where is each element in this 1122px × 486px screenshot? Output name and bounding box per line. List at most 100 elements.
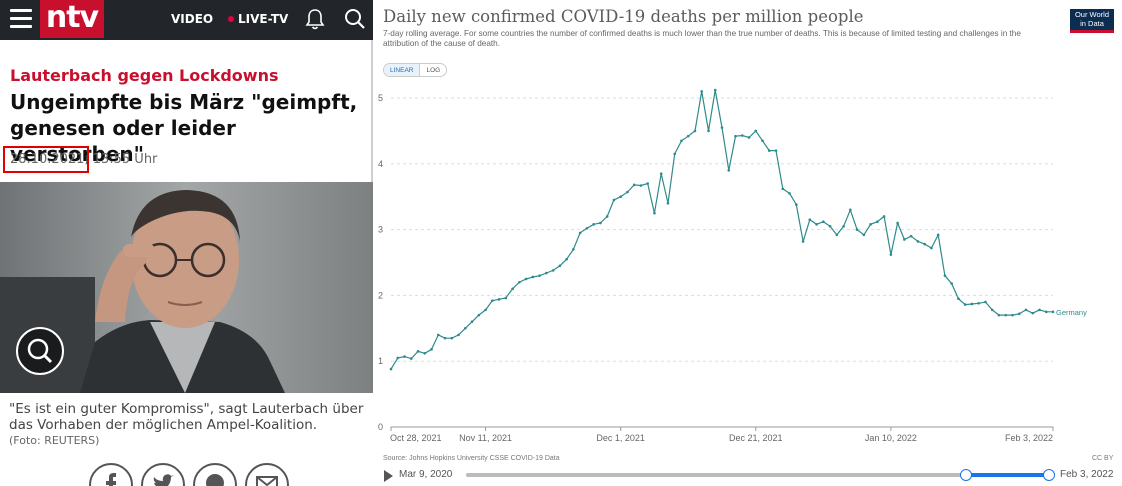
data-point xyxy=(916,240,920,243)
news-panel: ntv VIDEO LIVE-TV Lauterbach gegen Lockd… xyxy=(0,0,373,486)
ntv-logo[interactable]: ntv xyxy=(40,0,104,38)
photo-credit: (Foto: REUTERS) xyxy=(9,434,100,447)
data-point xyxy=(396,356,400,360)
data-point xyxy=(788,192,791,195)
data-point xyxy=(930,246,933,250)
play-button[interactable] xyxy=(384,470,393,482)
data-point xyxy=(734,134,737,138)
ntv-header: ntv VIDEO LIVE-TV xyxy=(0,0,373,40)
share-facebook-button[interactable] xyxy=(89,463,133,486)
data-point xyxy=(855,228,859,231)
data-point xyxy=(423,352,427,355)
chart-license[interactable]: CC BY xyxy=(1092,455,1114,462)
data-point xyxy=(882,215,886,218)
data-point xyxy=(828,225,832,228)
data-point xyxy=(436,333,440,337)
data-point xyxy=(416,350,420,353)
timeline-end-label: Feb 3, 2022 xyxy=(1060,469,1114,480)
log-scale-button[interactable]: LOG xyxy=(426,67,441,74)
email-icon xyxy=(256,476,278,486)
data-point xyxy=(619,195,622,198)
data-point xyxy=(686,134,690,138)
data-point xyxy=(727,169,731,172)
owid-logo[interactable]: Our World in Data xyxy=(1070,9,1114,33)
menu-icon[interactable] xyxy=(10,9,32,29)
search-icon[interactable] xyxy=(344,8,366,30)
share-email-button[interactable] xyxy=(245,463,289,486)
data-point xyxy=(511,287,514,291)
data-point xyxy=(565,257,568,261)
timeline-track[interactable] xyxy=(466,473,1050,477)
data-point xyxy=(835,233,839,237)
data-point xyxy=(504,296,508,300)
y-axis-ticks: 0 1 2 3 4 5 xyxy=(378,93,383,432)
owid-logo-line1: Our World xyxy=(1074,10,1110,19)
chart-source[interactable]: Source: Johns Hopkins University CSSE CO… xyxy=(383,455,560,462)
data-point xyxy=(869,223,872,226)
data-point xyxy=(761,139,764,143)
zoom-button[interactable] xyxy=(16,327,64,375)
data-point xyxy=(639,184,643,187)
data-point xyxy=(443,336,447,340)
data-point xyxy=(822,220,825,224)
timeline-end-handle[interactable] xyxy=(1043,469,1055,481)
bell-icon[interactable] xyxy=(305,8,325,30)
data-point xyxy=(713,88,717,92)
timeline-selected-range[interactable] xyxy=(967,473,1049,477)
data-point xyxy=(653,211,656,215)
data-point xyxy=(808,218,812,222)
article-dateline: 28.10.2021, 13:55 Uhr xyxy=(10,152,157,167)
data-point xyxy=(862,233,866,237)
linear-scale-button[interactable]: LINEAR xyxy=(384,64,421,76)
data-point xyxy=(464,327,467,330)
data-point xyxy=(923,242,926,246)
line-chart[interactable]: 0 1 2 3 4 5 Oct 28, 2021 Nov 11, 2021 Dec 1, 20… xyxy=(373,80,1122,450)
nav-live-tv[interactable]: LIVE-TV xyxy=(228,12,288,26)
data-point xyxy=(740,134,744,137)
data-point xyxy=(801,240,805,243)
nav-video[interactable]: VIDEO xyxy=(171,12,214,26)
data-point xyxy=(605,215,609,218)
live-dot-icon xyxy=(228,16,234,22)
data-point xyxy=(558,264,562,268)
data-point xyxy=(990,308,994,312)
data-point xyxy=(1017,312,1021,316)
data-point xyxy=(430,348,433,351)
data-point xyxy=(545,271,548,275)
data-point xyxy=(842,225,845,228)
y-tick-label: 1 xyxy=(378,356,383,366)
data-point xyxy=(997,313,1001,317)
data-point xyxy=(720,126,724,129)
x-tick-label: Jan 10, 2022 xyxy=(865,433,917,443)
data-point xyxy=(572,248,575,251)
data-point xyxy=(963,303,967,306)
data-point xyxy=(680,139,683,143)
data-point xyxy=(1031,311,1035,315)
data-point xyxy=(1004,313,1008,317)
data-point xyxy=(659,172,663,175)
data-point xyxy=(409,357,413,360)
y-tick-label: 4 xyxy=(378,159,383,169)
data-point xyxy=(403,355,406,358)
data-point xyxy=(767,149,771,152)
share-twitter-button[interactable] xyxy=(141,463,185,486)
article-headline[interactable]: Ungeimpfte bis März "geimpft, genesen od… xyxy=(10,90,358,166)
share-whatsapp-button[interactable] xyxy=(193,463,237,486)
data-point xyxy=(936,233,940,237)
data-point xyxy=(646,182,649,185)
data-point xyxy=(693,129,697,133)
nav-live-label: LIVE-TV xyxy=(238,12,289,26)
article-kicker[interactable]: Lauterbach gegen Lockdowns xyxy=(10,66,279,85)
chart-subtitle: 7-day rolling average. For some countrie… xyxy=(383,29,1021,48)
article-time: , 13:55 Uhr xyxy=(84,152,158,167)
y-tick-label: 0 xyxy=(378,422,383,432)
data-point xyxy=(538,274,541,277)
x-tick-label: Dec 21, 2021 xyxy=(729,433,783,443)
y-tick-label: 3 xyxy=(378,225,383,235)
article-photo[interactable] xyxy=(0,182,373,393)
data-point xyxy=(957,297,960,300)
owid-logo-line2: in Data xyxy=(1080,18,1104,28)
data-point xyxy=(889,253,893,256)
data-point xyxy=(578,231,582,235)
timeline-start-handle[interactable] xyxy=(960,469,972,481)
